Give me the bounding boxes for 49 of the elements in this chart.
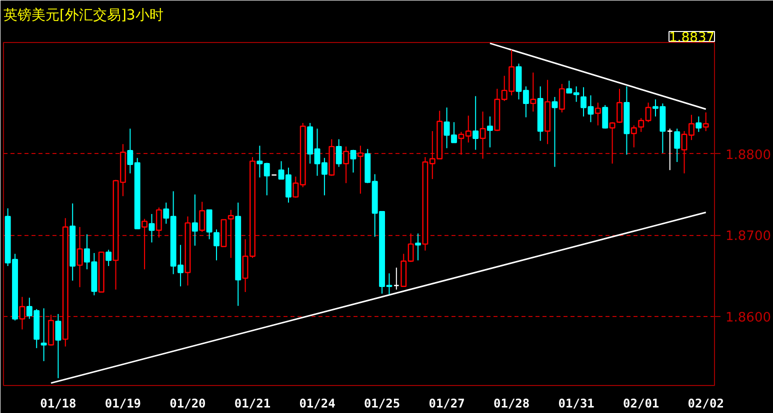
candlestick <box>552 96 558 168</box>
x-tick-label: 02/01 <box>623 396 660 410</box>
candlestick <box>530 72 536 112</box>
x-tick-label: 01/25 <box>364 396 400 410</box>
candlestick <box>55 313 62 379</box>
candlestick <box>558 83 565 113</box>
candlestick <box>480 111 486 160</box>
x-tick-label: 01/19 <box>104 396 142 410</box>
x-tick-label: 01/21 <box>234 396 271 410</box>
x-tick-label: 01/18 <box>40 396 76 410</box>
candlestick <box>696 116 702 132</box>
candlestick <box>602 104 608 130</box>
x-tick-label: 01/24 <box>299 396 336 410</box>
y-tick-label: 1.8700 <box>726 229 771 244</box>
candlestick <box>148 214 155 243</box>
candlestick <box>214 228 220 261</box>
candlestick <box>199 201 206 232</box>
candlestick <box>228 209 234 258</box>
candlestick <box>666 128 673 171</box>
candlestick <box>142 218 148 270</box>
candlestick <box>487 116 493 148</box>
x-tick-label: 02/02 <box>688 396 724 410</box>
x-tick-label: 01/31 <box>558 396 594 410</box>
candlestick <box>357 145 364 194</box>
candlestick <box>350 149 356 174</box>
candlestick <box>609 122 616 164</box>
candlestick <box>192 194 198 246</box>
y-tick-label: 1.8800 <box>726 148 771 163</box>
candlestick <box>630 124 637 148</box>
candlestick <box>336 138 342 168</box>
candlestick <box>206 209 212 240</box>
chart-title: 英镑美元[外汇交易]3小时 <box>4 8 164 24</box>
candlestick <box>616 88 622 124</box>
candlestick <box>40 308 47 362</box>
candlestick <box>472 96 479 150</box>
candlestick <box>106 249 112 267</box>
candlestick <box>594 102 601 126</box>
candlestick <box>393 267 400 290</box>
candlestick <box>702 112 709 132</box>
candlestick <box>343 146 350 184</box>
x-tick-label: 01/20 <box>170 396 206 410</box>
x-tick-label: 01/27 <box>428 396 465 410</box>
candlestick <box>156 207 162 238</box>
y-tick-label: 1.8600 <box>726 310 771 326</box>
x-tick-label: 01/28 <box>494 396 530 410</box>
candlestick <box>19 296 26 330</box>
candlestick <box>76 226 83 288</box>
candlestick <box>674 128 680 162</box>
candlestick <box>415 233 421 261</box>
